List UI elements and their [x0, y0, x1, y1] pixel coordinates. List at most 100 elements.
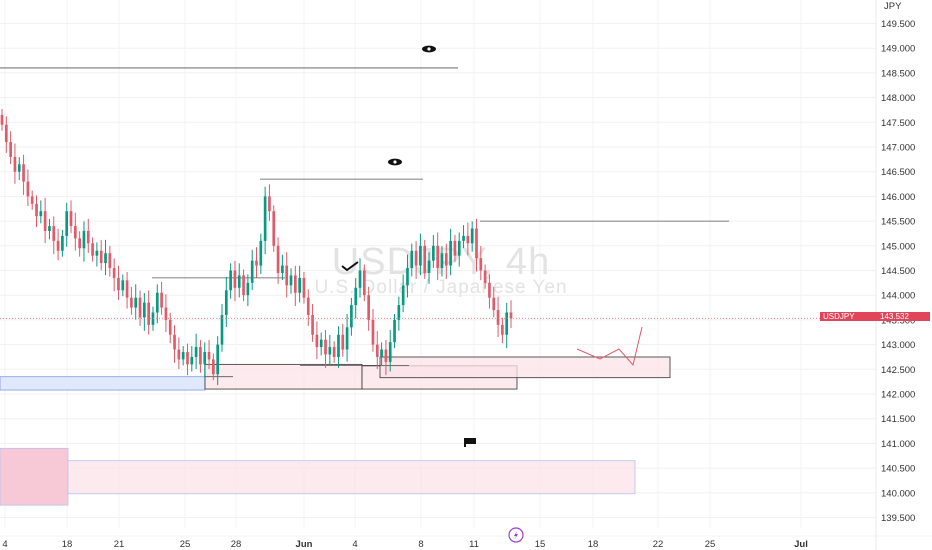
candle-body	[203, 352, 207, 365]
candle-body	[414, 250, 418, 266]
candle-body	[246, 282, 250, 296]
x-tick-label: 11	[469, 539, 479, 550]
candle-body	[143, 302, 146, 318]
candle-body	[406, 268, 409, 286]
candle-body	[190, 356, 194, 365]
candles	[0, 108, 513, 386]
candle-body	[293, 275, 297, 293]
candle-body	[457, 240, 461, 256]
y-tick-label: 144.500	[881, 266, 915, 277]
candle-body	[350, 305, 353, 328]
candle-body	[358, 270, 362, 288]
candle-body	[263, 196, 267, 241]
eye-icon[interactable]	[422, 45, 436, 53]
candle-body	[341, 334, 345, 350]
candle-body	[108, 253, 112, 269]
candle-body	[104, 253, 107, 264]
candle-body	[125, 280, 129, 298]
x-tick-label: 25	[180, 539, 191, 550]
x-tick-label: Jul	[794, 539, 808, 550]
candle-body	[199, 347, 202, 365]
time-axis[interactable]: 4 18 21 25 28 Jun 4 8 11 15 18 22 25 Jul	[2, 539, 808, 550]
candle-body	[311, 314, 314, 335]
check-icon[interactable]	[341, 261, 359, 272]
candle-body	[99, 250, 103, 264]
candle-body	[302, 277, 306, 298]
x-tick-label: 28	[231, 539, 242, 550]
x-tick-label: 4	[2, 539, 7, 550]
candle-body	[466, 235, 470, 244]
candle-body	[281, 265, 284, 273]
y-tick-label: 143.000	[881, 340, 915, 351]
lightning-icon[interactable]	[508, 527, 524, 543]
candle-body	[384, 349, 388, 362]
candle-body	[138, 297, 142, 318]
candle-body	[164, 307, 168, 320]
x-tick-label: 18	[588, 539, 599, 550]
price-axis[interactable]: JPY 139.500 140.000 140.500 141.000 141.500 1…	[881, 1, 915, 524]
candle-body	[462, 235, 465, 241]
demand-zone-c[interactable]	[379, 356, 671, 379]
candle-body	[0, 114, 4, 125]
candle-body	[237, 275, 241, 288]
candle-body	[367, 295, 370, 320]
drawing-icons[interactable]	[341, 45, 524, 543]
forecast-path[interactable]	[576, 326, 643, 367]
x-tick-label: Jun	[296, 539, 313, 550]
candle-body	[30, 196, 34, 204]
y-tick-label: 140.500	[881, 464, 915, 475]
candle-body	[319, 339, 323, 348]
y-tick-label: 146.500	[881, 167, 915, 178]
watermark-symbol: USDJPY, 4h	[332, 241, 550, 283]
candle-body	[268, 196, 271, 212]
candle-body	[328, 347, 332, 355]
candle-body	[436, 245, 440, 269]
candle-body	[117, 277, 120, 291]
zones[interactable]	[0, 356, 671, 506]
eye-icon[interactable]	[388, 158, 402, 166]
x-tick-label: 18	[62, 539, 73, 550]
candle-body	[298, 277, 301, 293]
candle-body	[371, 319, 375, 345]
candle-body	[483, 270, 487, 283]
current-symbol: USDJPY	[823, 312, 855, 321]
candle-body	[233, 270, 237, 288]
candle-body	[229, 270, 232, 291]
candle-body	[17, 164, 21, 172]
y-tick-label: 141.500	[881, 414, 915, 425]
watermark: USDJPY, 4h U.S. Dollar / Japanese Yen	[314, 241, 567, 298]
candle-body	[220, 314, 224, 345]
candle-body	[509, 312, 513, 319]
candle-body	[306, 297, 310, 315]
candle-body	[78, 238, 81, 249]
candle-body	[130, 297, 133, 308]
y-tick-label: 145.000	[881, 241, 915, 252]
candle-body	[276, 245, 280, 273]
candle-body	[315, 334, 319, 348]
y-tick-label: 146.000	[881, 192, 915, 203]
candle-body	[147, 302, 150, 325]
candle-body	[95, 250, 99, 256]
flag-icon[interactable]	[464, 438, 476, 447]
y-tick-label: 142.500	[881, 365, 915, 376]
candle-body	[345, 327, 349, 350]
lower-zone-origin[interactable]	[0, 447, 69, 506]
candle-body	[250, 260, 254, 283]
lower-zone[interactable]	[0, 460, 636, 495]
current-price-label: USDJPY 143.532	[820, 312, 930, 321]
horizontal-levels[interactable]	[0, 67, 729, 378]
candle-body	[388, 342, 392, 362]
x-tick-label: 22	[653, 539, 664, 550]
candle-body	[423, 245, 427, 273]
watermark-description: U.S. Dollar / Japanese Yen	[314, 277, 567, 298]
candle-body	[397, 305, 401, 320]
candle-body	[22, 164, 25, 182]
candle-body	[212, 359, 215, 375]
candle-body	[419, 245, 422, 266]
blue-demand-zone[interactable]	[0, 376, 206, 391]
y-tick-label: 147.500	[881, 118, 915, 129]
currency-label: JPY	[884, 1, 902, 12]
candle-body	[440, 253, 444, 269]
